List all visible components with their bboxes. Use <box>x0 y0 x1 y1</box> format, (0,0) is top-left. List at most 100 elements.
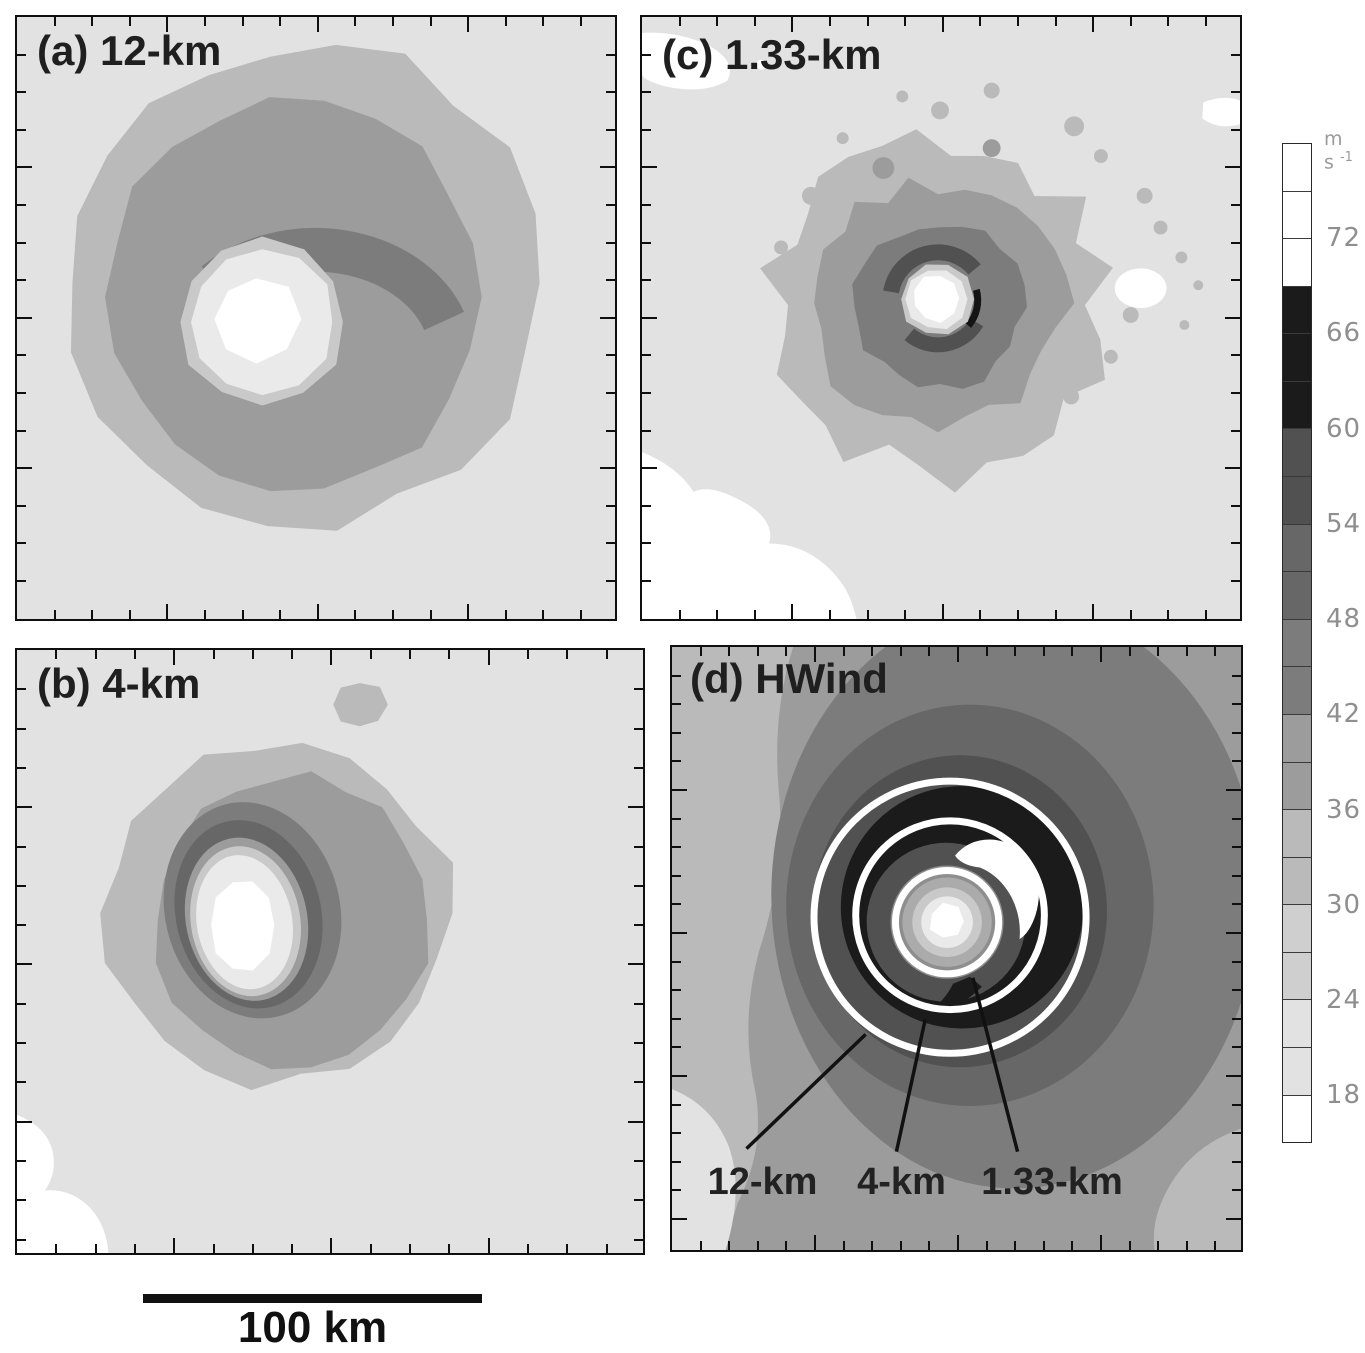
leader-line-4km <box>894 1019 927 1153</box>
annotation-12km: 12-km <box>707 1161 818 1203</box>
colorbar-tick-label: 66 <box>1326 318 1362 349</box>
axis-tick <box>899 1241 902 1250</box>
axis-tick <box>1232 674 1241 677</box>
axis-tick <box>369 650 372 659</box>
axis-tick <box>1232 1189 1241 1192</box>
axis-tick <box>814 647 816 662</box>
axis-tick <box>1225 166 1240 169</box>
axis-tick <box>17 128 26 131</box>
axis-tick <box>979 610 982 619</box>
axis-tick <box>842 1241 845 1250</box>
axis-tick <box>354 610 357 619</box>
colorbar-cells <box>1282 143 1312 1143</box>
axis-tick <box>672 989 681 992</box>
axis-tick <box>1042 647 1045 656</box>
axis-tick <box>17 504 26 507</box>
colorbar-tick-label: 24 <box>1326 985 1362 1016</box>
axis-tick <box>904 17 907 26</box>
axis-tick <box>928 647 931 656</box>
axis-tick <box>605 650 608 659</box>
axis-tick <box>1092 17 1095 32</box>
colorbar-cell <box>1283 904 1311 952</box>
axis-tick <box>55 650 58 659</box>
axis-tick <box>642 392 651 394</box>
axis-tick <box>672 1103 681 1106</box>
axis-tick <box>17 766 26 769</box>
axis-tick <box>1157 1241 1160 1250</box>
axis-tick <box>600 316 615 319</box>
axis-tick <box>1167 17 1170 26</box>
axis-tick <box>17 806 32 809</box>
axis-tick <box>409 650 411 659</box>
axis-tick <box>672 1189 681 1192</box>
colorbar-tick-label: 36 <box>1326 794 1362 825</box>
axis-tick <box>829 610 831 619</box>
axis-tick <box>467 17 470 32</box>
panel-b-contour-plot <box>17 650 643 1253</box>
axis-tick <box>1054 17 1057 26</box>
axis-tick <box>1014 647 1017 656</box>
colorbar-cell <box>1283 761 1311 810</box>
axis-tick <box>634 1081 643 1084</box>
axis-tick <box>566 1244 569 1253</box>
axis-tick <box>1232 989 1241 992</box>
axis-tick <box>672 1160 681 1163</box>
axis-tick <box>672 1017 681 1020</box>
axis-tick <box>672 903 681 906</box>
axis-tick <box>17 467 32 470</box>
axis-tick <box>672 1075 687 1077</box>
axis-tick <box>1129 17 1132 26</box>
axis-tick <box>941 604 944 619</box>
colorbar-cell <box>1283 999 1311 1047</box>
axis-tick <box>753 610 756 619</box>
axis-tick <box>1231 392 1240 394</box>
axis-tick <box>1232 1103 1241 1106</box>
axis-tick <box>791 604 794 619</box>
axis-tick <box>1129 610 1132 619</box>
axis-tick <box>672 1218 687 1220</box>
axis-tick <box>580 17 582 26</box>
axis-tick <box>606 392 615 394</box>
colorbar-cell <box>1283 809 1311 857</box>
axis-tick <box>672 731 681 734</box>
axis-tick <box>542 17 545 26</box>
axis-tick <box>606 279 615 282</box>
axis-tick <box>1167 610 1170 619</box>
axis-tick <box>1231 580 1240 582</box>
axis-tick <box>957 1235 959 1250</box>
axis-tick <box>899 647 902 656</box>
axis-tick <box>634 688 643 691</box>
axis-tick <box>251 650 254 659</box>
axis-tick <box>1225 316 1240 319</box>
axis-tick <box>642 53 651 56</box>
axis-tick <box>330 650 333 665</box>
axis-tick <box>17 1002 26 1005</box>
axis-tick <box>699 647 702 656</box>
colorbar-cell <box>1283 476 1311 524</box>
colorbar-cell <box>1283 571 1311 619</box>
axis-tick <box>716 17 719 26</box>
axis-tick <box>580 610 582 619</box>
colorbar-cell <box>1283 618 1311 667</box>
calm-patch <box>17 1114 109 1253</box>
axis-tick <box>17 1238 26 1241</box>
axis-tick <box>979 17 982 26</box>
colorbar: 72 66 60 54 48 42 36 30 24 18 <box>1282 143 1365 1143</box>
axis-tick <box>173 650 176 665</box>
axis-tick <box>642 542 651 545</box>
axis-tick <box>642 316 657 319</box>
axis-tick <box>1232 703 1241 706</box>
axis-tick <box>1231 354 1240 357</box>
axis-tick <box>316 17 319 32</box>
axis-tick <box>1205 610 1207 619</box>
axis-tick <box>1014 1241 1017 1250</box>
axis-tick <box>1214 1241 1217 1250</box>
axis-tick <box>1100 1235 1102 1250</box>
axis-tick <box>291 650 294 659</box>
axis-tick <box>1231 53 1240 56</box>
axis-tick <box>204 610 206 619</box>
axis-tick <box>728 647 731 656</box>
axis-tick <box>251 1244 254 1253</box>
axis-tick <box>672 789 687 791</box>
annotation-4km: 4-km <box>857 1161 946 1203</box>
